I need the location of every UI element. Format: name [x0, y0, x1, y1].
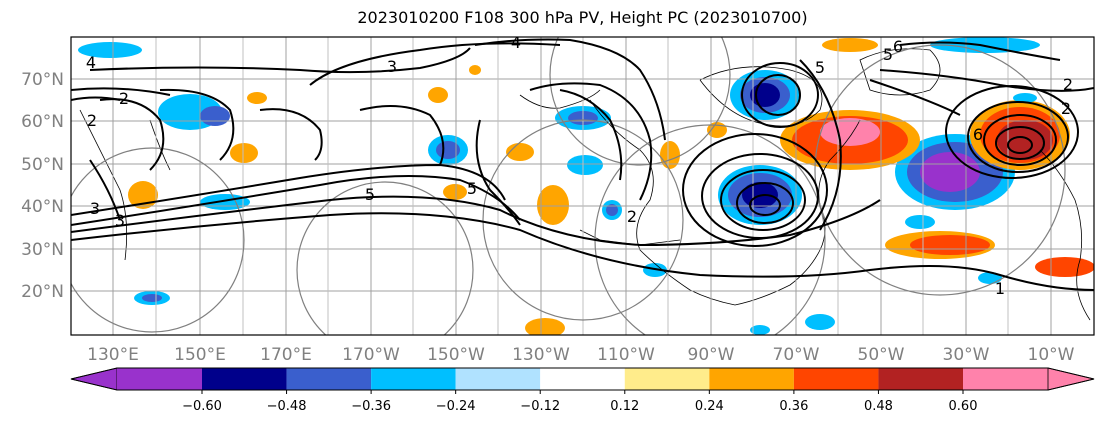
colorbar-tick-label: −0.24	[436, 399, 476, 414]
pv-blob	[78, 42, 142, 58]
pv-blob	[805, 314, 835, 330]
colorbar-bin	[371, 368, 456, 390]
latitude-label: 20°N	[21, 282, 64, 302]
longitude-label: 150°E	[174, 345, 226, 365]
contour-label: 3	[115, 211, 125, 230]
colorbar-bin	[624, 368, 710, 390]
longitude-label: 170°W	[342, 345, 400, 365]
pv-blob	[1035, 257, 1094, 277]
pv-blob	[443, 184, 467, 200]
latitude-labels: 70°N 60°N 50°N 40°N 30°N 20°N	[21, 70, 64, 302]
contour-label: 1	[995, 279, 1005, 298]
contour-label: 2	[1063, 75, 1073, 94]
contour-label: 3	[387, 57, 397, 76]
pv-blob	[428, 87, 448, 103]
colorbar-tick-label: −0.12	[520, 399, 560, 414]
colorbar-tick-label: 0.36	[779, 399, 808, 414]
low-contours	[682, 62, 1079, 247]
pv-blob	[537, 185, 569, 225]
longitude-label: 170°E	[260, 345, 312, 365]
latitude-label: 40°N	[21, 197, 64, 217]
longitude-label: 150°W	[427, 345, 485, 365]
colorbar-bin	[878, 368, 963, 390]
latitude-label: 70°N	[21, 70, 64, 90]
colorbar-tick-label: −0.60	[182, 399, 222, 414]
pv-blob	[822, 38, 878, 52]
longitude-labels: 130°E 150°E 170°E 170°W 150°W 130°W 110°W 90°W 7…	[87, 345, 1075, 365]
pv-anomaly-fills	[78, 37, 1094, 335]
longitude-label: 110°W	[597, 345, 655, 365]
map-frame	[70, 36, 1095, 336]
pv-blob	[567, 155, 603, 175]
longitude-label: 130°E	[87, 345, 139, 365]
colorbar-bin	[202, 368, 287, 390]
longitude-label: 10°W	[1028, 345, 1075, 365]
pv-blob	[247, 92, 267, 104]
colorbar-under-arrow	[70, 367, 118, 391]
colorbar-over-arrow	[1047, 367, 1095, 391]
map-title: 2023010200 F108 300 hPa PV, Height PC (2…	[357, 8, 808, 27]
colorbar-tick-label: 0.24	[695, 399, 724, 414]
contour-label: 5	[467, 179, 477, 198]
colorbar-tick-label: −0.48	[267, 399, 307, 414]
height-contours	[71, 38, 1094, 291]
pv-blob	[910, 235, 990, 255]
pv-blob	[230, 143, 258, 163]
pv-blob	[200, 106, 230, 126]
colorbar-bin	[793, 368, 879, 390]
contour-label: 6	[973, 125, 983, 144]
contour-label: 5	[883, 45, 893, 64]
pv-blob	[506, 143, 534, 161]
longitude-label: 70°W	[773, 345, 820, 365]
pv-blob	[750, 325, 770, 335]
contour-label: 2	[119, 89, 129, 108]
pv-blob	[525, 318, 565, 335]
contour-label: 4	[86, 53, 96, 72]
pv-blob	[978, 272, 1002, 284]
colorbar-tick-label: 0.12	[610, 399, 639, 414]
contour-label: 5	[815, 58, 825, 77]
latitude-label: 30°N	[21, 240, 64, 260]
contour-label: 2	[87, 111, 97, 130]
longitude-label: 50°W	[858, 345, 905, 365]
pv-blob	[750, 83, 780, 107]
pv-blob	[469, 65, 481, 75]
contour-label: 5	[365, 185, 375, 204]
colorbar-bin	[286, 368, 372, 390]
colorbar-bin	[540, 368, 625, 390]
colorbar: −0.60 −0.48 −0.36 −0.24 −0.12 0.12 0.24 0.36 0.4…	[70, 367, 1095, 414]
colorbar-bin	[117, 368, 202, 390]
colorbar-tick-label: 0.60	[949, 399, 978, 414]
pv-blob	[606, 204, 618, 216]
contour-label: 6	[893, 37, 903, 56]
colorbar-tick-label: −0.36	[351, 399, 391, 414]
contour-label: 2	[627, 207, 637, 226]
latitude-label: 50°N	[21, 155, 64, 175]
longitude-label: 30°W	[943, 345, 990, 365]
pv-blob	[142, 294, 162, 302]
colorbar-tick-label: 0.48	[864, 399, 893, 414]
contour-label: 4	[511, 33, 521, 52]
contour-label: 2	[1061, 99, 1071, 118]
pv-blob	[905, 215, 935, 229]
colorbar-bin	[963, 368, 1048, 390]
colorbar-bin	[709, 368, 794, 390]
colorbar-bin	[455, 368, 541, 390]
pv-blob	[920, 152, 980, 192]
longitude-label: 130°W	[512, 345, 570, 365]
longitude-label: 90°W	[688, 345, 735, 365]
pv-blob	[820, 118, 880, 146]
colorbar-outline	[70, 367, 1095, 391]
pv-blob	[660, 141, 680, 169]
pv-blob	[1013, 93, 1037, 103]
latitude-label: 60°N	[21, 112, 64, 132]
contour-label: 3	[90, 199, 100, 218]
